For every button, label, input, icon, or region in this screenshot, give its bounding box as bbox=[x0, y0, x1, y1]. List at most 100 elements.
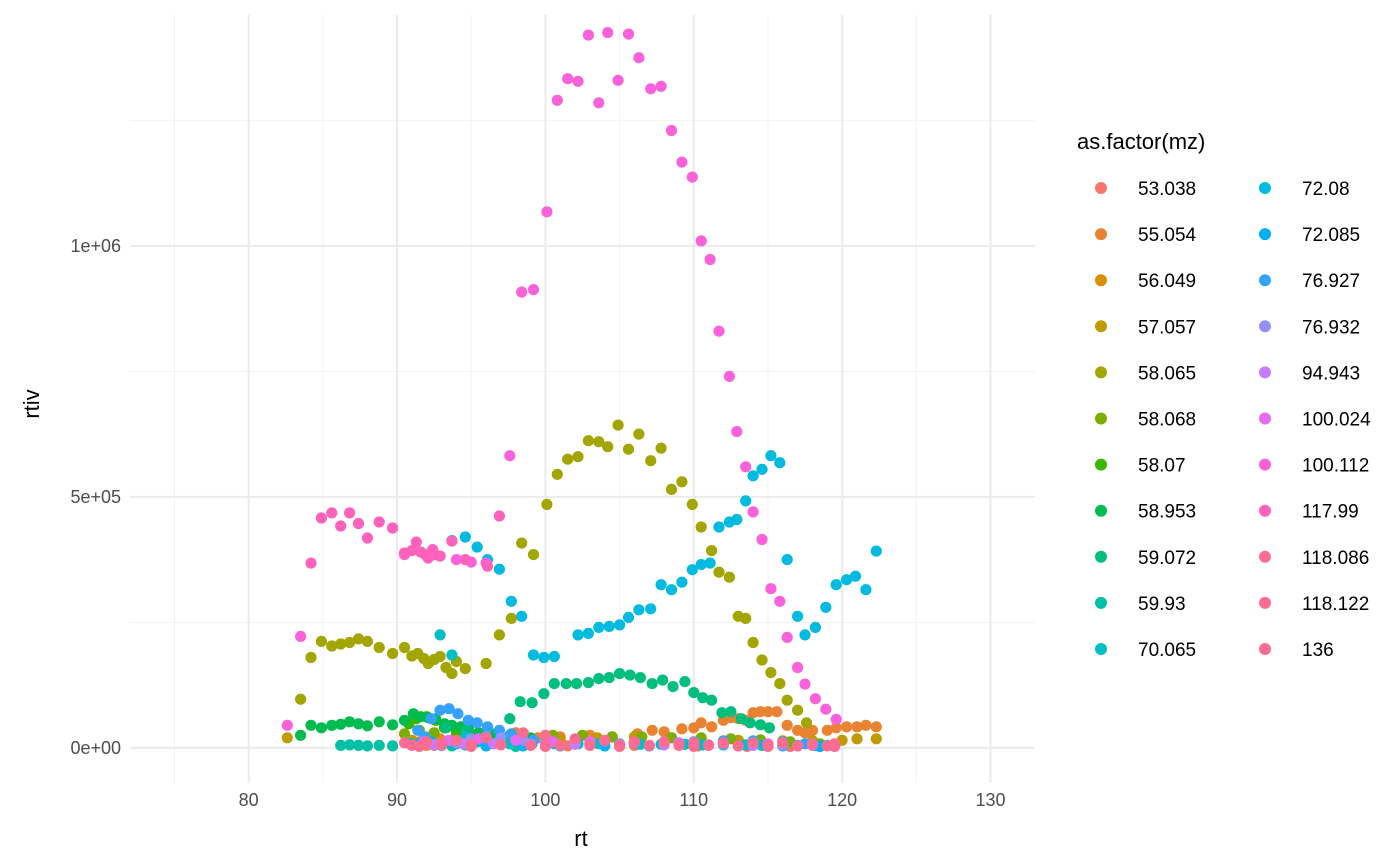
data-point bbox=[799, 678, 811, 690]
data-point bbox=[622, 611, 635, 624]
data-point bbox=[809, 621, 822, 634]
legend-label: 70.065 bbox=[1138, 640, 1196, 661]
x-tick-label: 80 bbox=[239, 790, 259, 810]
data-point bbox=[676, 476, 688, 488]
data-point bbox=[756, 463, 768, 475]
legend-key bbox=[1095, 550, 1107, 563]
data-point bbox=[735, 713, 747, 725]
data-point bbox=[765, 583, 777, 595]
data-point bbox=[657, 674, 669, 686]
data-point bbox=[777, 737, 789, 749]
data-point bbox=[344, 739, 356, 751]
legend-key bbox=[1095, 182, 1107, 194]
legend-label: 58.068 bbox=[1138, 410, 1196, 431]
data-point bbox=[688, 687, 700, 699]
data-point bbox=[434, 550, 446, 562]
data-point bbox=[716, 707, 728, 719]
data-point bbox=[781, 719, 793, 731]
data-point bbox=[703, 739, 715, 752]
data-point bbox=[562, 453, 574, 465]
data-point bbox=[281, 719, 293, 731]
data-point bbox=[582, 435, 595, 447]
data-point bbox=[792, 704, 804, 716]
legend-key bbox=[1259, 550, 1271, 563]
data-point bbox=[679, 676, 691, 688]
data-point bbox=[820, 703, 832, 715]
data-point bbox=[781, 694, 793, 706]
data-point bbox=[704, 557, 716, 569]
grid bbox=[130, 15, 1035, 783]
data-point bbox=[459, 531, 471, 543]
series-117.99 bbox=[305, 507, 505, 572]
data-point bbox=[762, 740, 774, 753]
data-point bbox=[706, 694, 718, 706]
legend-key bbox=[1259, 504, 1271, 517]
legend-item: 58.068 bbox=[1095, 410, 1196, 431]
data-point bbox=[633, 604, 645, 616]
legend: 53.038 55.054 56.049 57.057 58.065 58.068 58.0… bbox=[1095, 179, 1371, 661]
data-point bbox=[655, 80, 667, 92]
data-point bbox=[571, 678, 583, 690]
data-point bbox=[406, 545, 418, 557]
data-point bbox=[593, 97, 605, 109]
legend-item: 100.024 bbox=[1259, 410, 1371, 431]
data-point bbox=[387, 647, 399, 660]
legend-key bbox=[1259, 366, 1271, 379]
data-point bbox=[614, 619, 626, 631]
data-point bbox=[427, 544, 439, 556]
data-point bbox=[723, 370, 736, 382]
legend-key bbox=[1259, 458, 1271, 471]
data-point bbox=[622, 28, 635, 40]
data-point bbox=[493, 510, 505, 522]
data-point bbox=[830, 722, 842, 734]
data-point bbox=[717, 737, 730, 749]
data-point bbox=[676, 156, 688, 168]
data-point bbox=[481, 560, 494, 572]
data-point bbox=[614, 668, 626, 680]
legend-label: 100.024 bbox=[1302, 410, 1371, 431]
data-point bbox=[562, 73, 574, 85]
data-point bbox=[443, 703, 455, 715]
data-point bbox=[806, 724, 819, 736]
legend-label: 117.99 bbox=[1302, 502, 1359, 523]
data-point bbox=[352, 739, 365, 752]
legend-label: 58.953 bbox=[1138, 502, 1196, 523]
data-point bbox=[765, 450, 777, 462]
data-point bbox=[471, 541, 483, 553]
data-point bbox=[774, 678, 786, 690]
legend-key bbox=[1095, 412, 1107, 425]
data-point bbox=[569, 733, 581, 745]
legend-item: 72.08 bbox=[1259, 179, 1350, 200]
data-point bbox=[628, 736, 641, 748]
data-point bbox=[645, 603, 657, 615]
data-point bbox=[527, 649, 540, 661]
legend-item: 59.072 bbox=[1095, 548, 1196, 569]
data-point bbox=[538, 688, 550, 700]
data-point bbox=[480, 657, 492, 670]
legend-key bbox=[1095, 596, 1107, 609]
data-point bbox=[504, 450, 516, 462]
data-point bbox=[747, 470, 759, 482]
data-point bbox=[516, 286, 528, 298]
data-point bbox=[459, 554, 471, 566]
data-point bbox=[373, 641, 385, 654]
data-point bbox=[673, 739, 685, 752]
data-point bbox=[398, 714, 411, 726]
legend-label: 59.072 bbox=[1138, 548, 1196, 569]
data-point bbox=[676, 576, 688, 588]
y-axis-title: rtiv bbox=[19, 389, 44, 418]
data-point bbox=[295, 693, 307, 705]
data-point bbox=[593, 621, 605, 634]
data-point bbox=[860, 584, 872, 596]
legend-key bbox=[1095, 320, 1107, 333]
data-point bbox=[602, 26, 614, 39]
data-point bbox=[645, 455, 657, 467]
data-point bbox=[505, 595, 517, 607]
data-point bbox=[593, 436, 605, 448]
data-point bbox=[740, 495, 752, 507]
data-point bbox=[295, 630, 307, 643]
data-point bbox=[655, 579, 667, 591]
data-point bbox=[809, 693, 822, 705]
data-point bbox=[676, 723, 688, 735]
y-axis-ticks: 0e+00 5e+05 1e+06 bbox=[70, 236, 121, 758]
